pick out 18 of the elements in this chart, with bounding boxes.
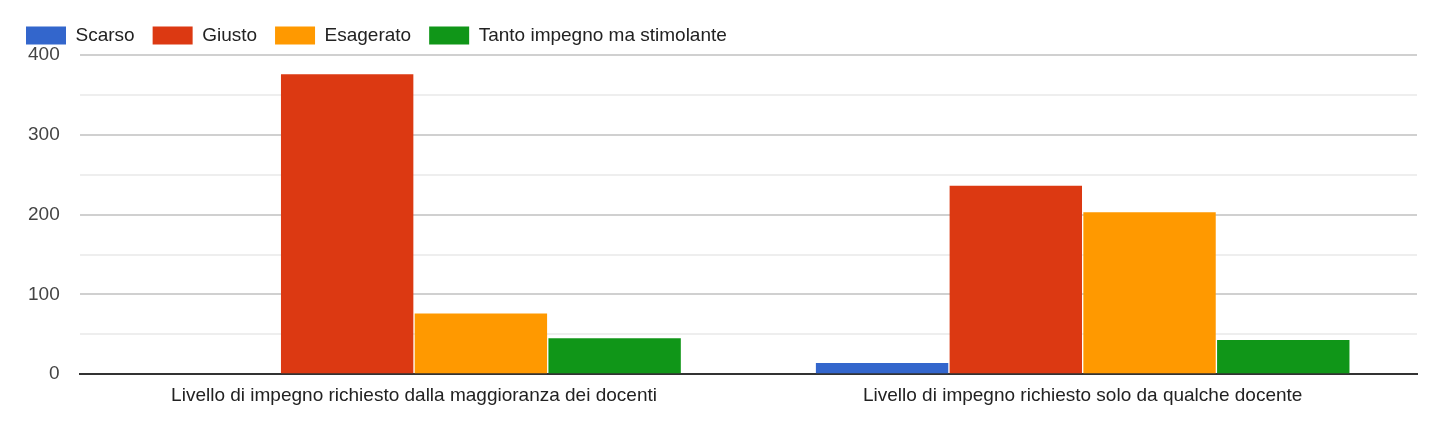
y-tick-label: 200	[28, 202, 60, 224]
legend-label: Tanto impegno ma stimolante	[478, 23, 727, 45]
y-tick-label: 0	[49, 362, 60, 384]
legend-label: Scarso	[75, 23, 135, 45]
bar	[414, 313, 548, 374]
y-tick-label: 100	[28, 282, 60, 304]
y-tick-label: 300	[28, 123, 60, 145]
bar	[815, 363, 949, 374]
x-tick-label: Livello di impegno richiesto solo da qualche docente	[862, 383, 1303, 405]
legend-label: Esagerato	[324, 23, 412, 45]
bar	[548, 338, 681, 374]
x-tick-label: Livello di impegno richiesto dalla maggioranza dei docenti	[171, 383, 657, 405]
bar	[1083, 212, 1216, 374]
bar	[949, 185, 1083, 374]
y-tick-label: 400	[28, 43, 60, 65]
bar	[1217, 339, 1350, 374]
legend-label: Giusto	[202, 23, 258, 45]
bar	[280, 74, 414, 374]
